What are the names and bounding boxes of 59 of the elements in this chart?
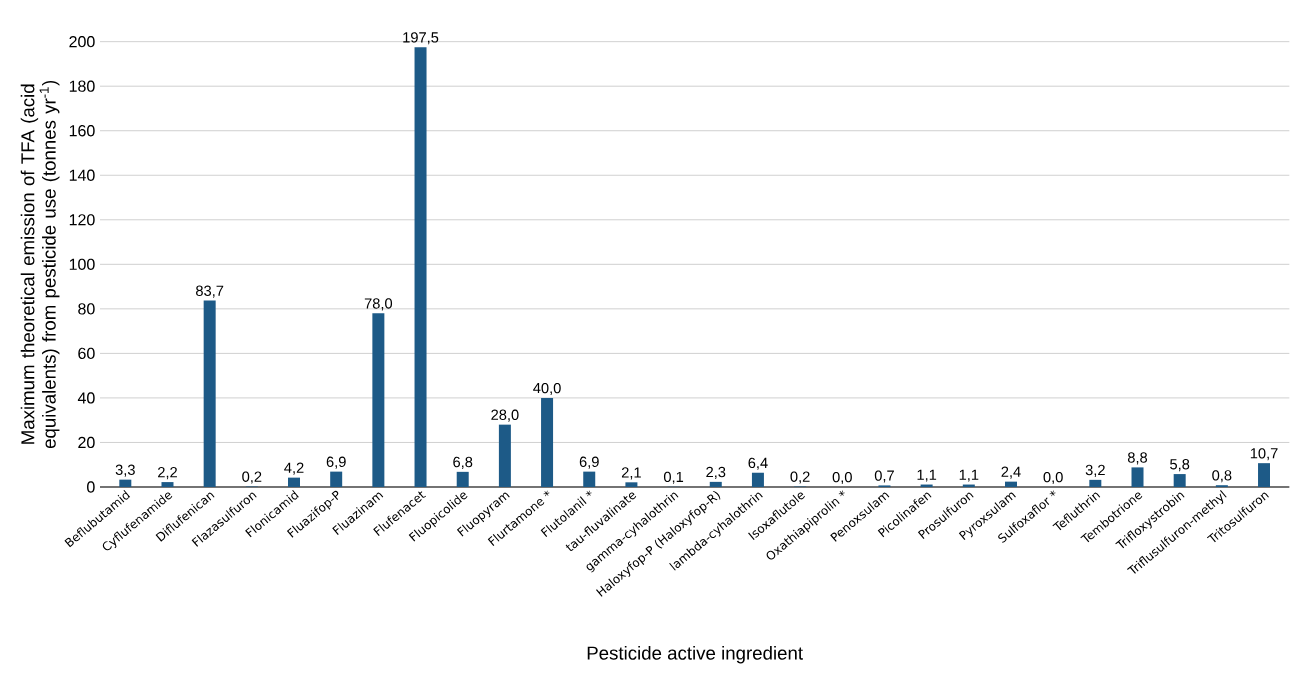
data-label: 83,7 xyxy=(196,285,224,298)
data-label: 0,0 xyxy=(832,471,852,485)
data-label: 6,9 xyxy=(579,456,599,469)
data-label: 5,8 xyxy=(1170,459,1190,472)
data-label: 6,4 xyxy=(748,457,768,470)
data-label: 2,1 xyxy=(621,467,641,480)
data-label: 0,2 xyxy=(242,471,262,484)
data-label: 1,1 xyxy=(917,469,937,482)
bar xyxy=(583,471,596,487)
y-axis-title: Maximum theoretical emission of TFA (acid equivalents) from pesticide use (tonnes yr$^{-1}$) xyxy=(20,80,60,449)
y-tick-label: 40 xyxy=(77,392,95,404)
data-label: 78,0 xyxy=(364,298,393,311)
data-label: 197,5 xyxy=(403,32,439,45)
bar xyxy=(456,471,469,487)
bar xyxy=(541,397,554,487)
bar xyxy=(414,47,427,487)
y-tick-label: 160 xyxy=(69,125,95,137)
y-tick-label: 60 xyxy=(78,347,95,360)
bar xyxy=(1173,474,1186,487)
bar xyxy=(625,482,638,487)
data-label: 2,3 xyxy=(706,466,726,479)
data-label: 8,8 xyxy=(1127,452,1148,465)
data-label: 2,2 xyxy=(158,467,177,480)
bar xyxy=(288,477,301,487)
bar xyxy=(751,472,764,487)
y-tick-label: 100 xyxy=(69,258,95,270)
bar xyxy=(1131,467,1144,487)
data-label: 28,0 xyxy=(491,409,519,422)
bar xyxy=(330,471,343,487)
data-label: 0,0 xyxy=(1043,471,1063,485)
data-label: 0,7 xyxy=(874,470,894,483)
data-label: 3,2 xyxy=(1085,464,1105,477)
data-label: 40,0 xyxy=(533,382,561,395)
data-label: 4,2 xyxy=(284,462,304,475)
bar xyxy=(498,424,511,487)
y-tick-label: 200 xyxy=(69,36,95,48)
data-label: 1,1 xyxy=(959,469,979,482)
bar xyxy=(1089,479,1102,487)
bar xyxy=(119,479,132,487)
data-label: 6,9 xyxy=(326,456,346,469)
y-tick-label: 20 xyxy=(78,436,95,449)
bar xyxy=(161,482,174,487)
bar xyxy=(709,481,722,487)
bar xyxy=(1004,481,1017,487)
y-tick-label: 180 xyxy=(69,80,95,92)
data-label: 3,3 xyxy=(115,464,135,477)
data-label: 0,2 xyxy=(790,471,810,484)
y-tick-label: 80 xyxy=(78,303,95,315)
y-tick-label: 120 xyxy=(69,214,95,226)
bar xyxy=(372,313,385,487)
bar xyxy=(1258,463,1271,487)
data-label: 6,8 xyxy=(453,456,473,469)
data-label: 0,8 xyxy=(1212,470,1232,483)
data-label: 0,1 xyxy=(663,471,684,484)
x-axis-title: Pesticide active ingredient xyxy=(587,646,803,664)
data-label: 10,7 xyxy=(1250,448,1278,461)
y-tick-label: 140 xyxy=(69,169,95,181)
bar xyxy=(203,300,216,487)
data-label: 2,4 xyxy=(1001,466,1021,479)
